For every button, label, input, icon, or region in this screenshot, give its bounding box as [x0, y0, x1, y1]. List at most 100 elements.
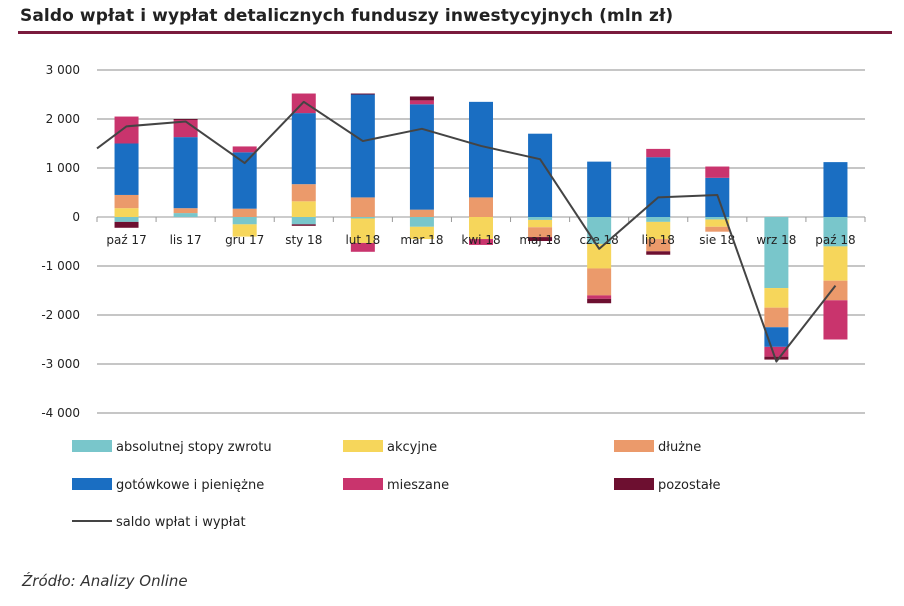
legend-swatch [614, 478, 654, 490]
bar-segment [350, 218, 375, 243]
bar-segment [823, 217, 848, 247]
bar-segment [823, 246, 848, 281]
legend-label: dłużne [658, 440, 701, 455]
x-tick-label: cze 18 [579, 233, 618, 247]
chart-canvas: 3 000 2 000 1 000 0 -1 000 -2 000 -3 000 -4 000… [41, 63, 866, 530]
bar-segment [114, 217, 139, 222]
bar-segment [823, 300, 848, 340]
legend-swatch [614, 440, 654, 452]
x-tick-label: sie 18 [699, 233, 735, 247]
bar-segment [291, 224, 316, 226]
legend-swatch [72, 440, 112, 452]
bar-segment [232, 208, 257, 217]
x-tick-label: lis 17 [170, 233, 202, 247]
legend-label: mieszane [387, 478, 449, 493]
bar-segment [764, 356, 789, 360]
y-tick-label: -2 000 [41, 308, 80, 322]
bar-segment [705, 166, 730, 178]
legend-label: absolutnej stopy zwrotu [116, 440, 272, 455]
bar-segment [409, 100, 434, 105]
balance-line [96, 100, 837, 363]
y-tick-label: 3 000 [46, 63, 80, 77]
y-tick-label: 2 000 [46, 112, 80, 126]
bar-segment [291, 113, 316, 185]
bar-segment [114, 194, 139, 209]
bar-segment [409, 226, 434, 240]
bar-segment [528, 227, 553, 238]
bar-segment [646, 157, 671, 217]
bar-segment [409, 209, 434, 217]
bar-segment [764, 217, 789, 289]
bar-segment [409, 96, 434, 101]
bar-segment [409, 104, 434, 210]
bar-segment [409, 217, 434, 227]
bar-segment [173, 119, 198, 138]
bar-segment [705, 217, 730, 220]
bar-segment [350, 93, 375, 95]
bar-segment [173, 213, 198, 217]
bar-segment [587, 217, 612, 244]
bar-segment [528, 219, 553, 228]
legend-swatch [343, 440, 383, 452]
bar-segment [114, 208, 139, 217]
bar-segment [173, 119, 198, 120]
legend-label: gotówkowe i pieniężne [116, 478, 264, 493]
bar-segment [587, 298, 612, 304]
bar-segment [232, 152, 257, 209]
x-tick-label: mar 18 [400, 233, 443, 247]
bar-segment [764, 307, 789, 328]
legend-swatch [343, 478, 383, 490]
bar-segment [469, 101, 493, 198]
x-tick-label: lut 18 [345, 233, 380, 247]
bar-segment [587, 161, 612, 217]
bar-segment [528, 217, 553, 220]
bar-segment [173, 208, 198, 214]
bar-segment [764, 288, 789, 308]
bar-segment [232, 217, 257, 225]
bar-segment [291, 217, 316, 225]
x-tick-label: gru 17 [225, 233, 264, 247]
bar-segment [114, 116, 139, 144]
title-rule [18, 31, 892, 34]
bar-segment [705, 226, 730, 232]
y-tick-label: -3 000 [41, 357, 80, 371]
bar-segment [646, 239, 671, 252]
bar-segment [232, 146, 257, 153]
y-tick-label: 0 [72, 210, 80, 224]
y-tick-label: 1 000 [46, 161, 80, 175]
bar-segment [764, 346, 789, 357]
bar-segment [469, 239, 493, 245]
y-tick-label: -4 000 [41, 406, 80, 420]
legend-label: saldo wpłat i wypłat [116, 515, 246, 530]
source-note: Źródło: Analizy Online [22, 572, 188, 590]
bar-segment [823, 280, 848, 301]
chart-title: Saldo wpłat i wypłat detalicznych fundus… [20, 6, 674, 26]
bar-segment [469, 217, 493, 240]
legend-swatch [72, 478, 112, 490]
bar-segment [705, 219, 730, 227]
bar-segment [114, 221, 139, 228]
bar-segment [646, 221, 671, 240]
bar-segment [114, 143, 139, 195]
x-tick-label: paź 17 [106, 233, 146, 247]
x-tick-label: wrz 18 [756, 233, 796, 247]
bar-segment [350, 94, 375, 198]
bar-segment [823, 162, 848, 217]
x-tick-label: sty 18 [285, 233, 322, 247]
x-tick-label: kwi 18 [461, 233, 500, 247]
legend-label: akcyjne [387, 440, 437, 455]
bar-segment [173, 137, 198, 209]
bar-segment [291, 184, 316, 202]
bar-segment [350, 217, 375, 219]
bar-segment [350, 242, 375, 252]
bar-segment [469, 197, 493, 217]
bar-segment [646, 217, 671, 222]
y-tick-label: -1 000 [41, 259, 80, 273]
bar-segment [291, 201, 316, 217]
legend-label: pozostałe [658, 478, 721, 493]
x-tick-label: maj 18 [519, 233, 560, 247]
bar-segment [646, 251, 671, 255]
bar-segment [646, 148, 671, 158]
x-tick-label: lip 18 [642, 233, 675, 247]
bar-segment [587, 268, 612, 296]
